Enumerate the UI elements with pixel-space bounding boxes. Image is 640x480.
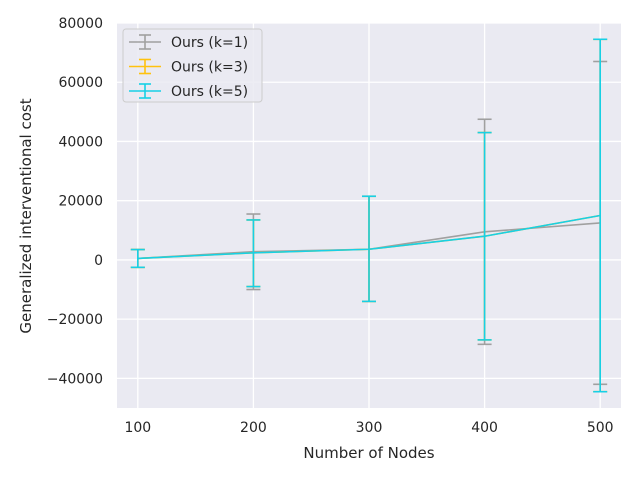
legend-entry: Ours (k=5) — [129, 83, 248, 100]
legend: Ours (k=1) Ours (k=3) Ours (k=5) — [122, 28, 263, 103]
y-tick-label: −20000 — [47, 312, 103, 328]
x-tick-label: 500 — [587, 420, 614, 436]
legend-box — [122, 28, 263, 103]
y-tick-label: 20000 — [58, 194, 103, 210]
y-tick-label: 60000 — [58, 75, 103, 91]
x-tick-label: 300 — [356, 420, 383, 436]
x-axis-label: Number of Nodes — [303, 444, 434, 462]
x-tick-label: 400 — [471, 420, 498, 436]
legend-entry: Ours (k=3) — [129, 58, 248, 76]
y-axis-label: Generalized interventional cost — [17, 98, 35, 333]
x-tick-label: 200 — [240, 420, 267, 436]
legend-label: Ours (k=1) — [171, 35, 248, 51]
y-tick-label: −40000 — [47, 371, 103, 387]
legend-label: Ours (k=3) — [171, 60, 248, 76]
ticks: 100 200 300 400 500 −40000 −20000 0 20000 40000 60… — [47, 16, 614, 436]
y-tick-label: 80000 — [58, 16, 103, 32]
x-tick-label: 100 — [124, 420, 151, 436]
y-tick-label: 0 — [94, 253, 103, 269]
y-tick-label: 40000 — [58, 134, 103, 150]
legend-label: Ours (k=5) — [171, 84, 248, 100]
legend-entry: Ours (k=1) — [129, 34, 248, 51]
series-layer — [130, 38, 608, 393]
series-3 — [130, 38, 608, 393]
